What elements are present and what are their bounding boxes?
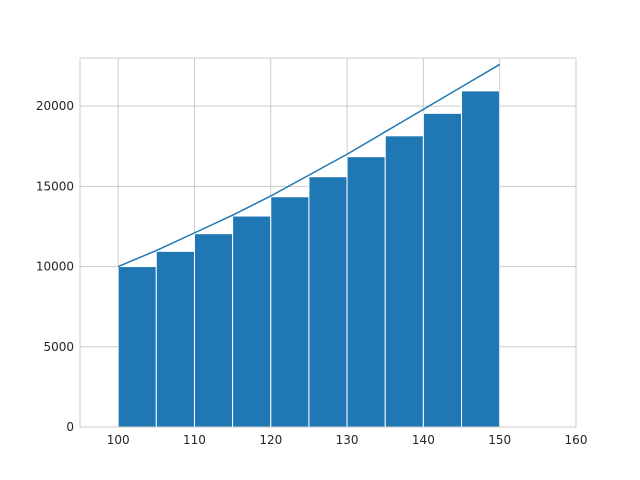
y-tick-label: 15000 bbox=[36, 179, 74, 193]
bar bbox=[117, 266, 157, 428]
y-tick-label: 10000 bbox=[36, 260, 74, 274]
x-tick-label: 120 bbox=[259, 433, 282, 447]
y-tick-label: 5000 bbox=[43, 340, 74, 354]
x-tick-label: 100 bbox=[107, 433, 130, 447]
bar bbox=[232, 215, 272, 428]
x-axis-ticks: 100 110 120 130 140 150 160 bbox=[107, 433, 588, 447]
x-tick-label: 150 bbox=[488, 433, 511, 447]
line-series bbox=[117, 63, 501, 268]
x-tick-label: 140 bbox=[412, 433, 435, 447]
bar bbox=[422, 112, 463, 428]
bar bbox=[346, 156, 386, 428]
bar bbox=[155, 250, 195, 428]
x-tick-label: 130 bbox=[336, 433, 359, 447]
plot-frame bbox=[79, 57, 577, 428]
line bbox=[117, 63, 501, 268]
bar bbox=[308, 176, 348, 428]
bar bbox=[270, 196, 310, 428]
x-tick-label: 160 bbox=[565, 433, 588, 447]
y-tick-label: 0 bbox=[66, 420, 74, 434]
bar bbox=[384, 135, 424, 428]
x-tick-label: 110 bbox=[183, 433, 206, 447]
bars bbox=[117, 90, 501, 428]
bar bbox=[461, 90, 501, 428]
y-tick-label: 20000 bbox=[36, 99, 74, 113]
bar bbox=[193, 233, 234, 428]
y-axis-ticks: 0 5000 10000 15000 20000 bbox=[36, 99, 74, 434]
